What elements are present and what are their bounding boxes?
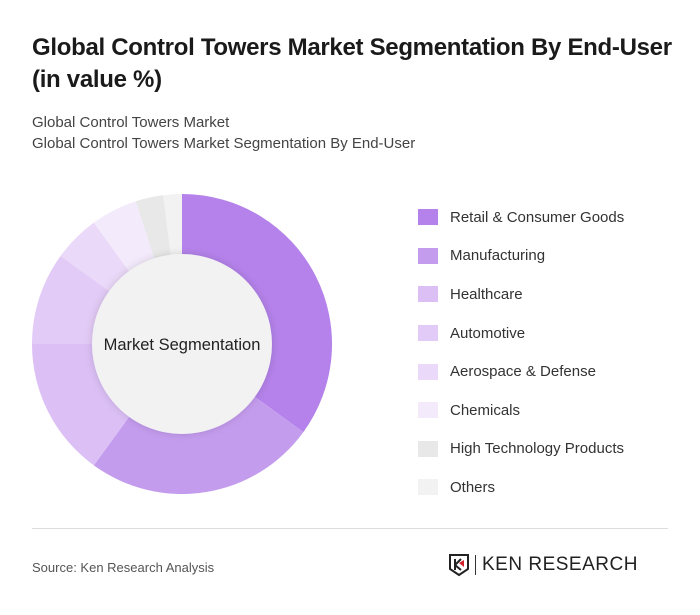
legend-label: Retail & Consumer Goods xyxy=(450,208,625,226)
chart-title: Global Control Towers Market Segmentatio… xyxy=(32,34,672,93)
legend-item: Healthcare xyxy=(418,275,624,314)
donut-center xyxy=(92,254,272,434)
legend-label: Healthcare xyxy=(450,285,523,303)
legend-label: Automotive xyxy=(450,324,526,342)
legend-label: Chemicals xyxy=(450,401,521,419)
legend-swatch xyxy=(418,209,438,226)
legend-label: Others xyxy=(450,478,496,496)
legend-label: High Technology Products xyxy=(450,440,624,458)
legend-item: Aerospace & Defense xyxy=(418,352,624,391)
ken-logo-icon xyxy=(449,554,469,577)
legend-swatch xyxy=(418,402,438,419)
legend-item: Chemicals xyxy=(418,391,624,430)
legend-item: Automotive xyxy=(418,314,624,353)
legend-label: Aerospace & Defense xyxy=(450,363,596,381)
legend-swatch xyxy=(418,325,438,342)
legend: Retail & Consumer Goods Manufacturing Heal… xyxy=(418,198,624,507)
source-text: Source: Ken Research Analysis xyxy=(32,560,215,575)
legend-item: Retail & Consumer Goods xyxy=(418,198,624,237)
divider xyxy=(32,528,668,529)
legend-swatch xyxy=(418,363,438,380)
ken-research-logo: KEN RESEARCH xyxy=(448,553,638,577)
legend-item: High Technology Products xyxy=(418,430,624,469)
legend-swatch xyxy=(418,286,438,303)
legend-swatch xyxy=(418,440,438,457)
legend-item: Others xyxy=(418,468,624,507)
legend-swatch xyxy=(418,479,438,496)
legend-swatch xyxy=(418,247,438,264)
center-label: Market Segmentation xyxy=(104,336,261,354)
logo-separator xyxy=(475,555,476,575)
legend-label: Manufacturing xyxy=(450,247,546,265)
logo-text: KEN RESEARCH xyxy=(482,554,638,575)
subtitle-segmentation: Global Control Towers Market Segmentatio… xyxy=(32,135,416,152)
legend-item: Manufacturing xyxy=(418,237,624,276)
subtitle-market: Global Control Towers Market xyxy=(32,114,230,131)
